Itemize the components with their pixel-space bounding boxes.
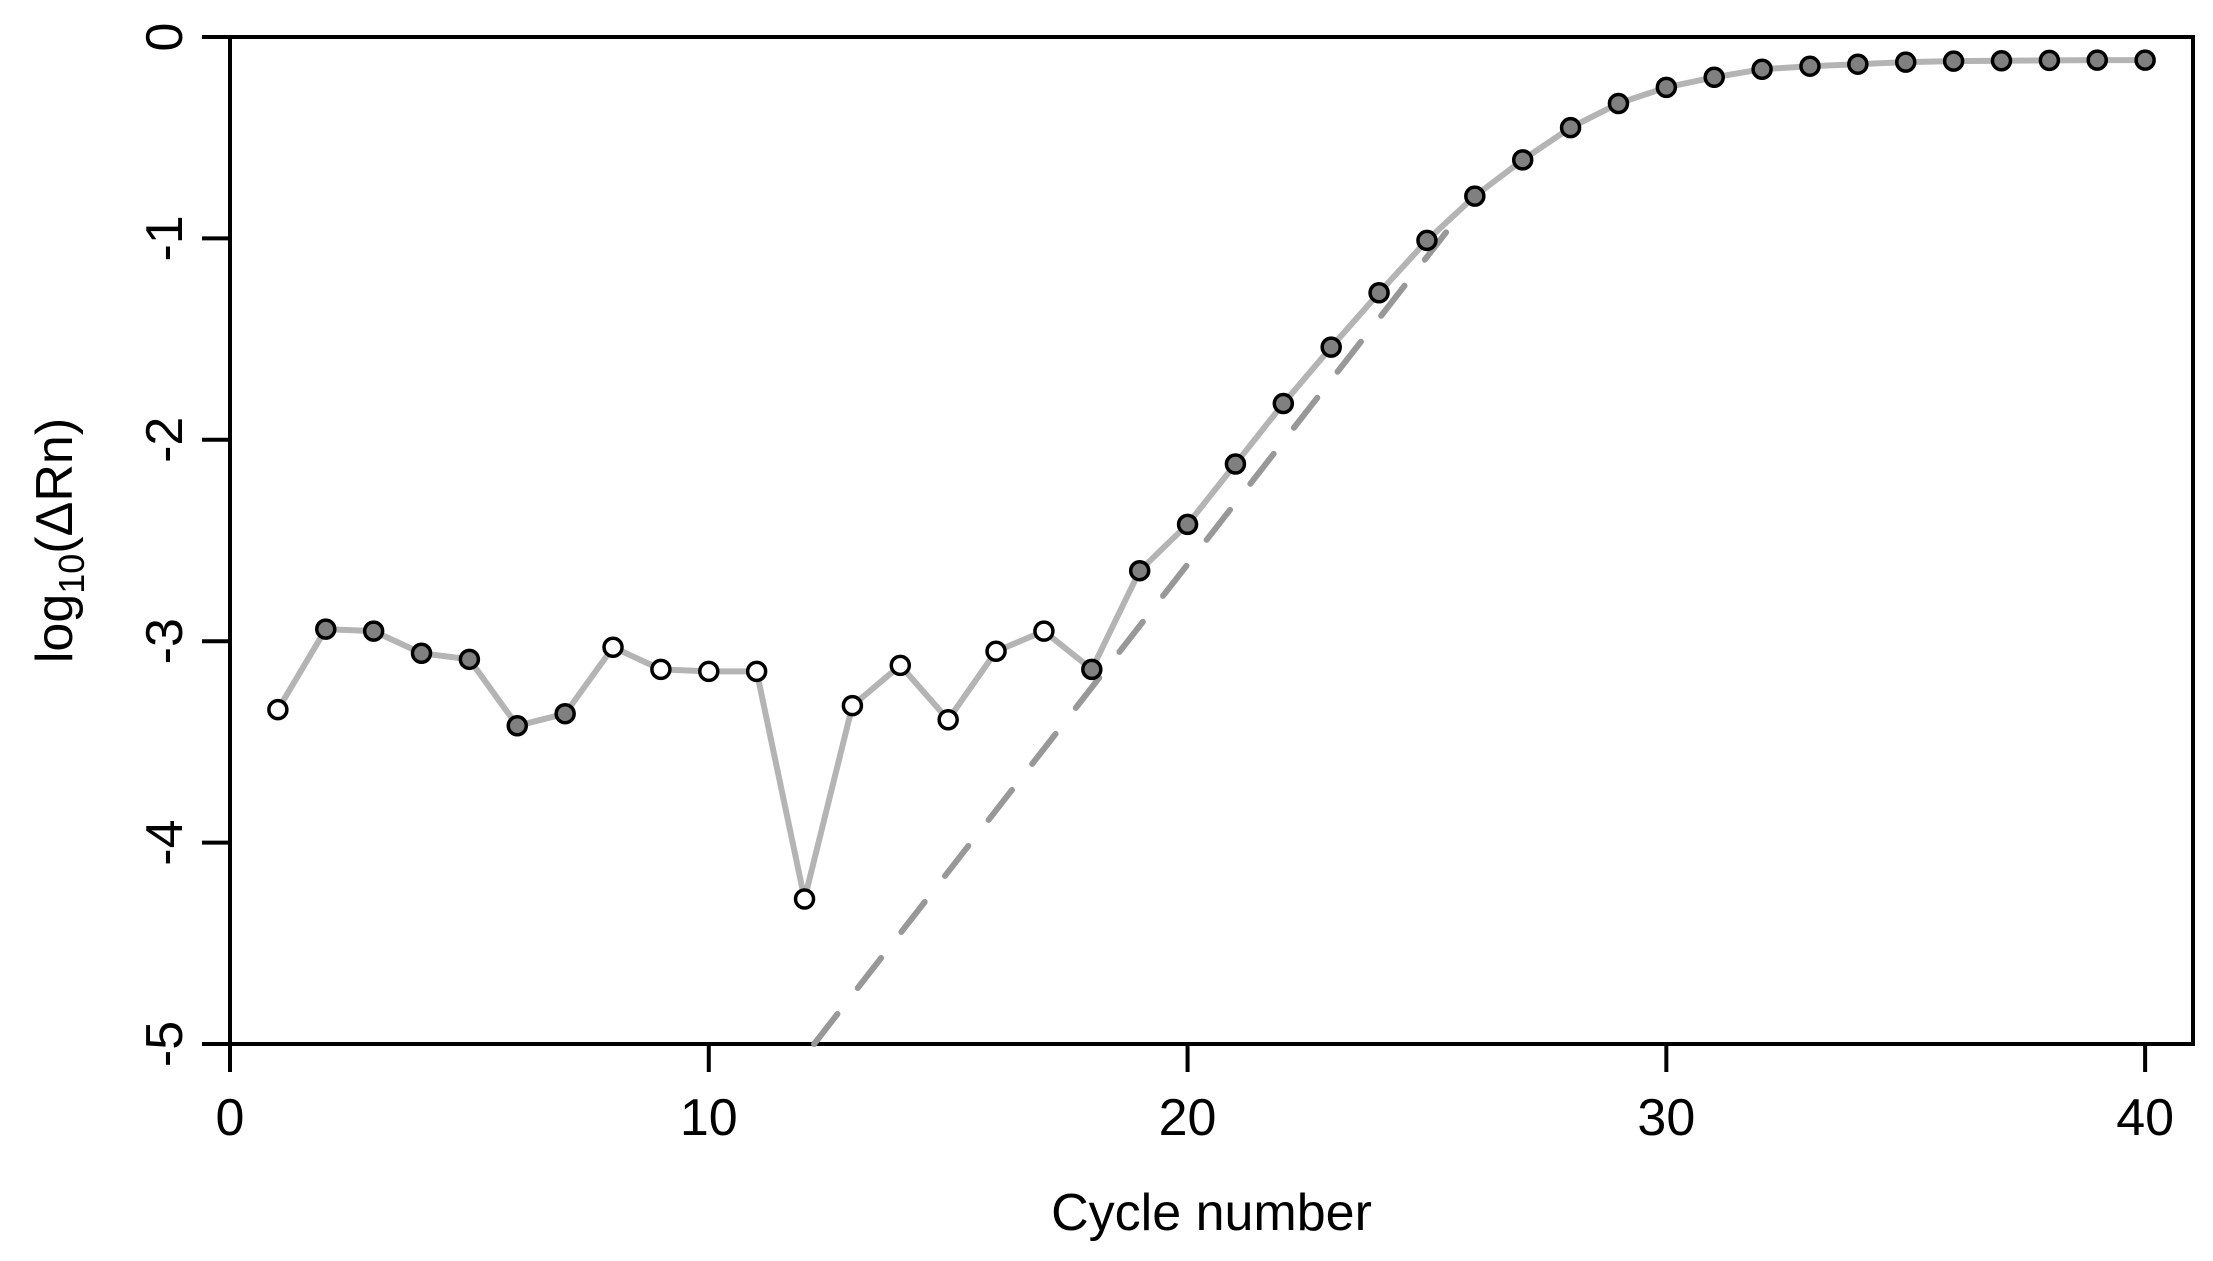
data-point-filled — [1847, 53, 1869, 75]
data-point-filled — [1320, 336, 1342, 358]
data-point-filled — [1607, 92, 1630, 115]
data-point-filled — [2134, 49, 2156, 71]
y-axis-tick-label: 0 — [136, 23, 194, 52]
data-point-filled — [1272, 392, 1295, 415]
y-axis-tick-label: -2 — [136, 417, 194, 463]
data-point-filled — [362, 620, 385, 642]
data-point-open — [650, 658, 672, 681]
data-point-filled — [1368, 282, 1390, 304]
data-point-open — [698, 660, 720, 683]
data-point-filled — [1751, 58, 1773, 80]
data-point-filled — [1703, 66, 1725, 89]
data-point-filled — [315, 618, 337, 640]
y-axis-title: log10(ΔRn) — [26, 418, 92, 663]
data-point-filled — [410, 642, 433, 665]
data-point-open — [793, 888, 816, 910]
data-point-open — [889, 654, 912, 677]
data-point-open — [267, 698, 289, 721]
data-point-filled — [1176, 513, 1199, 536]
x-axis-tick-label: 0 — [216, 1089, 245, 1147]
data-point-filled — [1894, 51, 1917, 73]
y-axis-tick-label: -1 — [136, 215, 194, 261]
data-point-filled — [1128, 559, 1151, 582]
data-point-filled — [554, 702, 576, 725]
data-point-open — [1033, 620, 1055, 642]
data-point-open — [937, 708, 959, 731]
data-point-filled — [1081, 658, 1103, 681]
y-axis-tick-label: -3 — [136, 618, 194, 664]
y-axis-tick-label: -5 — [136, 1021, 194, 1067]
data-point-filled — [1464, 185, 1486, 207]
x-axis-tick-label: 10 — [680, 1089, 738, 1147]
data-point-filled — [1799, 55, 1821, 77]
x-axis-tick-label: 30 — [1637, 1089, 1695, 1147]
data-point-filled — [1990, 50, 2013, 72]
data-point-filled — [506, 715, 529, 737]
data-point-open — [602, 636, 624, 658]
data-point-filled — [2038, 49, 2061, 72]
plot-box — [228, 35, 2195, 1046]
data-point-filled — [1559, 116, 1582, 139]
data-point-filled — [1942, 50, 1965, 72]
data-point-filled — [458, 648, 481, 671]
y-axis-tick-label: -4 — [136, 819, 194, 865]
data-point-open — [985, 640, 1007, 663]
data-point-filled — [1511, 149, 1534, 171]
exponential-fit-dashed-line — [811, 229, 1450, 1047]
x-axis-title: Cycle number — [1051, 1184, 1372, 1242]
data-point-open — [841, 694, 864, 717]
x-axis-tick-label: 20 — [1159, 1089, 1217, 1147]
data-point-filled — [1655, 76, 1678, 99]
amplification-curve-line — [274, 57, 2149, 902]
data-point-filled — [2086, 49, 2108, 71]
data-point-open — [745, 660, 768, 683]
data-point-filled — [1224, 453, 1247, 475]
data-point-filled — [1416, 229, 1438, 252]
x-axis-tick-label: 40 — [2116, 1089, 2174, 1147]
